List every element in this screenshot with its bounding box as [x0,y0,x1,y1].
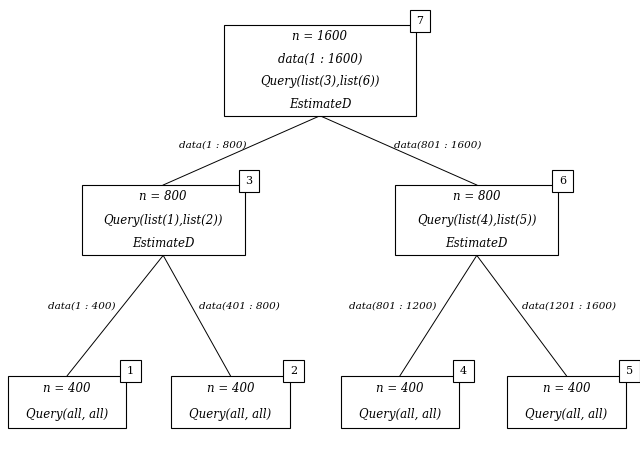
Text: EstimateD: EstimateD [289,98,351,111]
FancyBboxPatch shape [8,375,127,428]
FancyBboxPatch shape [340,375,460,428]
Text: 3: 3 [245,176,252,186]
FancyBboxPatch shape [172,375,289,428]
Text: 1: 1 [127,366,134,376]
FancyBboxPatch shape [82,185,245,255]
Text: Query(list(1),list(2)): Query(list(1),list(2)) [104,214,223,227]
Text: 4: 4 [460,366,467,376]
FancyBboxPatch shape [224,25,416,116]
Text: data(1 : 1600): data(1 : 1600) [278,53,362,65]
Text: n = 800: n = 800 [453,190,500,203]
Text: n = 400: n = 400 [376,382,424,395]
FancyBboxPatch shape [239,170,259,192]
FancyBboxPatch shape [284,360,304,382]
Text: 7: 7 [417,15,424,25]
Text: data(801 : 1200): data(801 : 1200) [349,301,437,311]
Text: n = 1600: n = 1600 [292,30,348,43]
FancyBboxPatch shape [453,360,474,382]
Text: n = 400: n = 400 [207,382,254,395]
Text: EstimateD: EstimateD [132,237,195,250]
FancyBboxPatch shape [395,185,558,255]
FancyBboxPatch shape [120,360,141,382]
Text: Query(all, all): Query(all, all) [359,408,441,421]
FancyBboxPatch shape [507,375,626,428]
Text: Query(all, all): Query(all, all) [525,408,607,421]
FancyBboxPatch shape [620,360,640,382]
Text: 2: 2 [290,366,297,376]
Text: data(1 : 400): data(1 : 400) [48,301,115,311]
Text: 5: 5 [626,366,633,376]
Text: n = 400: n = 400 [44,382,91,395]
Text: data(801 : 1600): data(801 : 1600) [394,140,481,149]
Text: n = 400: n = 400 [543,382,590,395]
Text: 6: 6 [559,176,566,186]
Text: Query(list(4),list(5)): Query(list(4),list(5)) [417,214,536,227]
Text: data(401 : 800): data(401 : 800) [199,301,280,311]
Text: Query(list(3),list(6)): Query(list(3),list(6)) [260,75,380,88]
Text: Query(all, all): Query(all, all) [26,408,108,421]
Text: data(1 : 800): data(1 : 800) [179,140,246,149]
Text: EstimateD: EstimateD [445,237,508,250]
FancyBboxPatch shape [552,170,573,192]
FancyBboxPatch shape [410,10,430,31]
Text: Query(all, all): Query(all, all) [189,408,271,421]
Text: data(1201 : 1600): data(1201 : 1600) [522,301,616,311]
Text: n = 800: n = 800 [140,190,187,203]
